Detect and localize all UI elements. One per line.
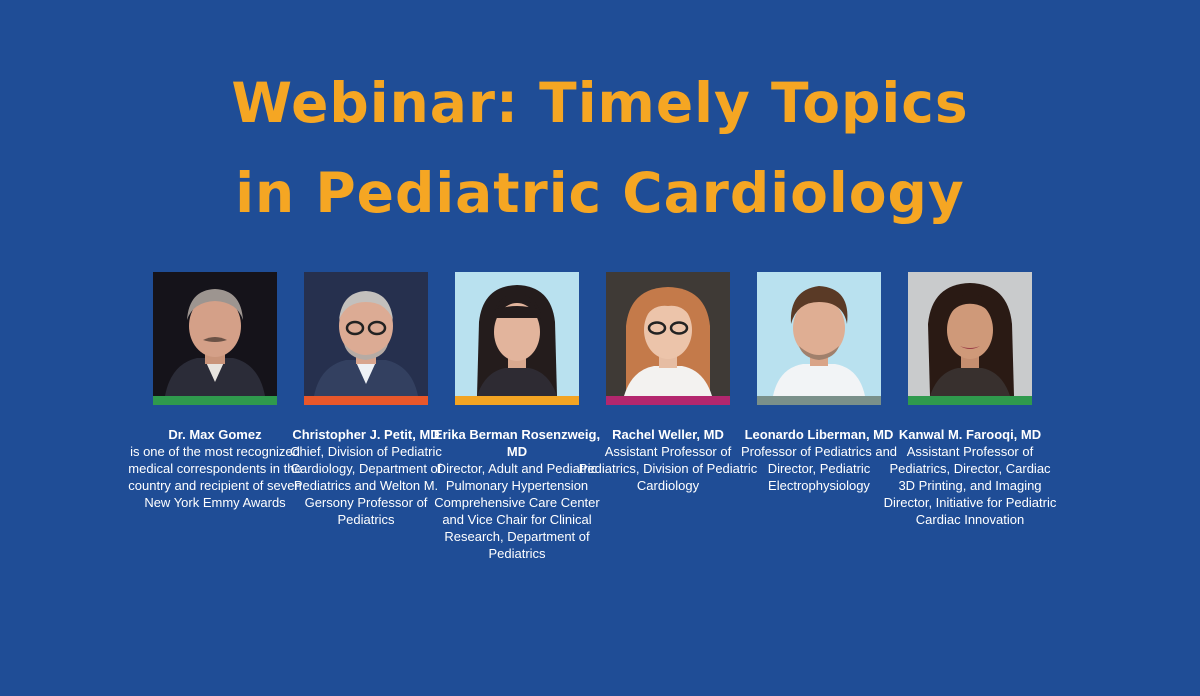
speaker-photo-christopher-petit — [304, 272, 428, 396]
color-stripe — [153, 396, 277, 405]
color-stripe — [304, 396, 428, 405]
speaker-description: is one of the most recognized medical co… — [128, 444, 302, 510]
speaker-info-christopher-petit: Christopher J. Petit, MD Chief, Division… — [276, 426, 456, 528]
title-line-1: Webinar: Timely Topics — [231, 71, 969, 135]
speaker-description: Professor of Pediatrics and Director, Pe… — [740, 444, 898, 493]
speaker-photo-leonardo-liberman — [757, 272, 881, 396]
speaker-list: Dr. Max Gomez is one of the most recogni… — [0, 272, 1200, 692]
speaker-info-max-gomez: Dr. Max Gomez is one of the most recogni… — [125, 426, 305, 511]
speaker-description: Assistant Professor of Pediatrics, Direc… — [883, 444, 1057, 527]
color-stripe — [455, 396, 579, 405]
speaker-description: Assistant Professor of Pediatrics, Divis… — [578, 444, 758, 493]
color-stripe — [757, 396, 881, 405]
speaker-name: Leonardo Liberman, MD — [744, 427, 894, 442]
speaker-photo-rachel-weller — [606, 272, 730, 396]
color-stripe — [606, 396, 730, 405]
color-stripe — [908, 396, 1032, 405]
speaker-info-rachel-weller: Rachel Weller, MD Assistant Professor of… — [578, 426, 758, 494]
speaker-name: Rachel Weller, MD — [612, 427, 724, 442]
speaker-info-leonardo-liberman: Leonardo Liberman, MD Professor of Pedia… — [729, 426, 909, 494]
speaker-description: Director, Adult and Pediatric Pulmonary … — [434, 461, 600, 561]
speaker-photo-kanwal-farooqi — [908, 272, 1032, 396]
webinar-title: Webinar: Timely Topics in Pediatric Card… — [0, 58, 1200, 238]
speaker-photo-erika-rosenzweig — [455, 272, 579, 396]
speaker-name: Erika Berman Rosenzweig, MD — [433, 427, 601, 459]
title-line-2: in Pediatric Cardiology — [235, 161, 965, 225]
speaker-photo-max-gomez — [153, 272, 277, 396]
speaker-info-kanwal-farooqi: Kanwal M. Farooqi, MD Assistant Professo… — [880, 426, 1060, 528]
speaker-name: Christopher J. Petit, MD — [292, 427, 440, 442]
speaker-name: Dr. Max Gomez — [168, 427, 262, 442]
speaker-name: Kanwal M. Farooqi, MD — [898, 427, 1042, 442]
speaker-info-erika-rosenzweig: Erika Berman Rosenzweig, MD Director, Ad… — [427, 426, 607, 562]
speaker-description: Chief, Division of Pediatric Cardiology,… — [290, 444, 442, 527]
